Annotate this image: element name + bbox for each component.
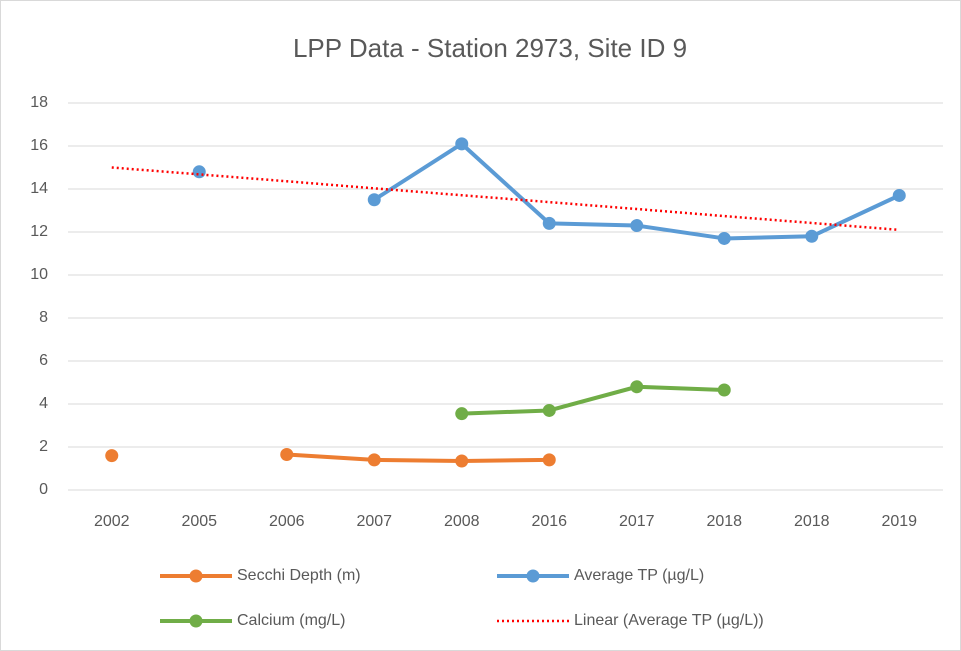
point [455,137,469,151]
chart-title: LPP Data - Station 2973, Site ID 9 [293,33,687,63]
y-tick-label: 4 [39,395,48,412]
point [630,380,644,394]
series-line [461,384,725,416]
y-tick-label: 12 [30,223,48,240]
x-tick-label: 2016 [531,513,567,530]
x-tick-label: 2008 [444,513,480,530]
x-tick-label: 2017 [619,513,655,530]
series-line [286,452,550,463]
point [367,453,381,467]
y-tick-label: 18 [30,94,48,111]
x-tick-label: 2018 [794,513,830,530]
y-tick-label: 0 [39,481,48,498]
legend-marker [189,614,203,628]
x-tick-label: 2007 [356,513,392,530]
point [280,448,294,462]
legend-label: Linear (Average TP (µg/L)) [574,612,764,629]
x-tick-label: 2006 [269,513,305,530]
point [192,165,206,179]
trend-line [111,166,900,232]
legend-marker [526,569,540,583]
y-tick-label: 6 [39,352,48,369]
legend-label: Calcium (mg/L) [237,612,345,629]
x-tick-label: 2019 [881,513,917,530]
point [542,453,556,467]
legend-marker [189,569,203,583]
point [717,231,731,245]
y-tick-label: 10 [30,266,48,283]
y-tick-label: 2 [39,438,48,455]
y-tick-label: 16 [30,137,48,154]
point [367,193,381,207]
point [455,454,469,468]
point [542,403,556,417]
point [455,407,469,421]
y-tick-label: 14 [30,180,48,197]
point [717,383,731,397]
point [892,188,906,202]
point [105,449,119,463]
y-tick-label: 8 [39,309,48,326]
legend-label: Secchi Depth (m) [237,567,361,584]
legend-label: Average TP (µg/L) [574,567,704,584]
x-tick-label: 2002 [94,513,130,530]
point [542,216,556,230]
point [805,229,819,243]
x-tick-label: 2005 [181,513,217,530]
point [630,219,644,233]
x-tick-label: 2018 [706,513,742,530]
